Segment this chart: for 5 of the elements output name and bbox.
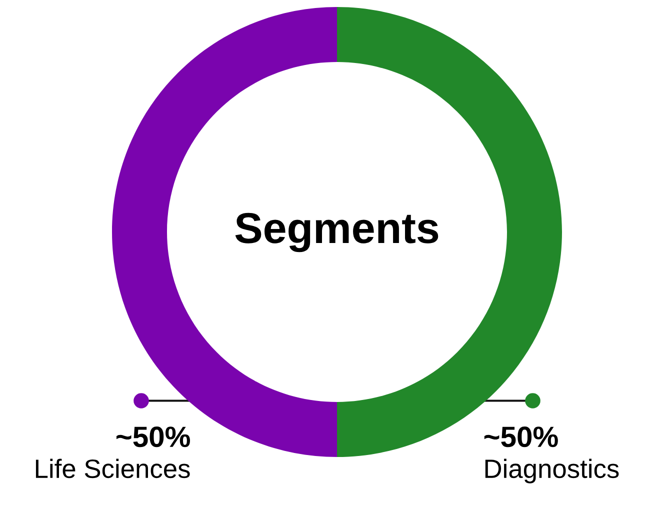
- text: Segments: [235, 212, 438, 252]
- data-label: ~50%: [116, 426, 190, 448]
- slice-label: Diagnostics: [485, 458, 619, 484]
- slice-label: Life Sciences: [36, 458, 190, 478]
- data-label: ~50%: [484, 426, 558, 448]
